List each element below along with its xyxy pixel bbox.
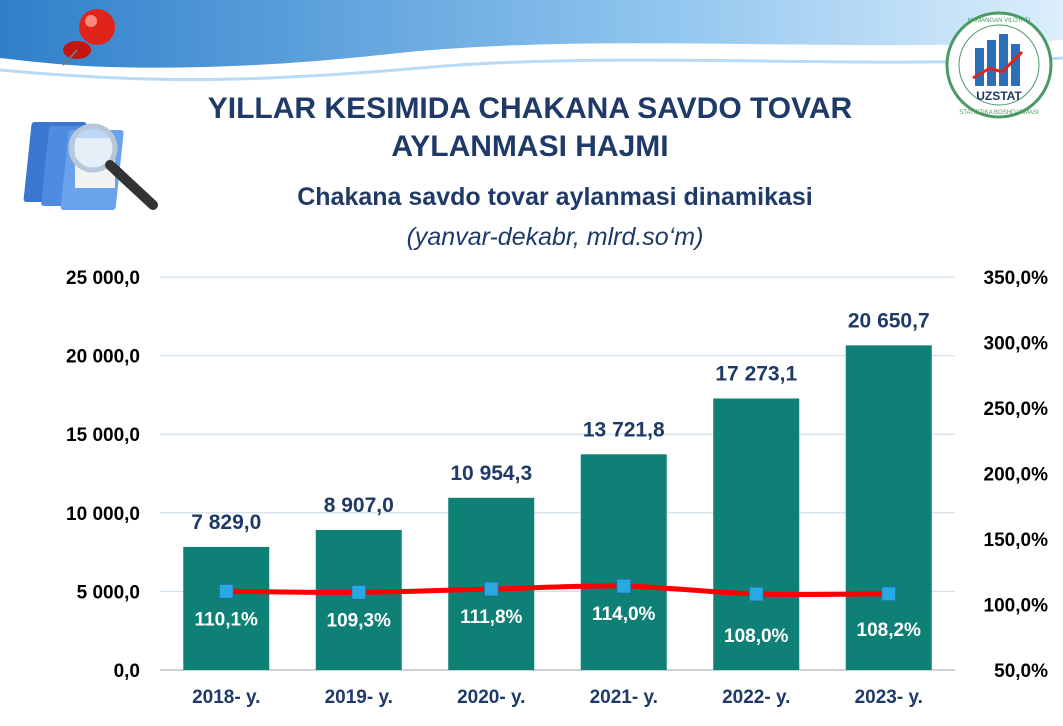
y2-tick-label: 300,0% xyxy=(984,334,1049,355)
header-wave-background xyxy=(0,0,1063,82)
line-point-marker xyxy=(351,584,367,600)
bar xyxy=(845,345,932,670)
y-tick-label: 25 000,0 xyxy=(66,268,140,289)
y-tick-label: 20 000,0 xyxy=(66,347,140,368)
x-tick-label: 2020- y. xyxy=(457,687,525,708)
y2-tick-label: 50,0% xyxy=(994,661,1048,682)
page-title: YILLAR KESIMIDA CHAKANA SAVDO TOVAR AYLA… xyxy=(150,90,910,166)
line-point-marker xyxy=(881,586,897,602)
logo-brand-text: UZSTAT xyxy=(976,89,1022,103)
bar-value-label: 8 907,0 xyxy=(324,494,394,517)
x-tick-label: 2023- y. xyxy=(855,687,923,708)
line-point-marker xyxy=(616,578,632,594)
bar xyxy=(315,529,402,670)
bar-value-label: 7 829,0 xyxy=(191,511,261,534)
line-value-label: 110,1% xyxy=(195,609,258,630)
x-tick-label: 2018- y. xyxy=(192,687,260,708)
line-point-marker xyxy=(748,586,764,602)
line-value-label: 108,2% xyxy=(857,620,922,641)
x-tick-label: 2021- y. xyxy=(590,687,658,708)
folders-magnifier-icon xyxy=(23,122,158,210)
pushpin-icon xyxy=(62,9,115,66)
bar xyxy=(713,398,800,670)
y-tick-label: 15 000,0 xyxy=(66,425,140,446)
bar-value-label: 20 650,7 xyxy=(848,309,930,332)
x-tick-label: 2022- y. xyxy=(722,687,790,708)
y-tick-label: 5 000,0 xyxy=(77,582,140,603)
logo-bottom-text: STATISTIKA BOSHQARMASI xyxy=(959,110,1039,116)
x-tick-label: 2019- y. xyxy=(325,687,393,708)
bar-value-label: 17 273,1 xyxy=(715,362,797,385)
title-line-2: AYLANMASI HAJMI xyxy=(391,130,669,163)
bar-value-label: 13 721,8 xyxy=(583,418,665,441)
y-tick-label: 0,0 xyxy=(114,661,140,682)
line-value-label: 109,3% xyxy=(327,610,392,631)
chart-units: (yanvar-dekabr, mlrd.so‘m) xyxy=(406,223,704,251)
line-point-marker xyxy=(483,581,499,597)
y2-tick-label: 250,0% xyxy=(984,399,1049,420)
y2-tick-label: 100,0% xyxy=(984,596,1049,617)
line-value-label: 111,8% xyxy=(460,607,522,628)
line-value-label: 108,0% xyxy=(724,626,789,647)
y-tick-label: 10 000,0 xyxy=(66,504,140,525)
bar-value-label: 10 954,3 xyxy=(450,462,532,485)
bar xyxy=(580,454,667,670)
y2-tick-label: 150,0% xyxy=(984,530,1049,551)
logo-top-text: NAMANGAN VILOYATI xyxy=(968,18,1031,24)
chart-subtitle: Chakana savdo tovar aylanmasi dinamikasi xyxy=(297,183,813,211)
line-value-label: 114,0% xyxy=(592,604,655,625)
y2-tick-label: 350,0% xyxy=(984,268,1049,289)
growth-line xyxy=(226,583,889,598)
uzstat-logo: UZSTAT NAMANGAN VILOYATI STATISTIKA BOSH… xyxy=(945,11,1053,119)
y2-tick-label: 200,0% xyxy=(984,465,1049,486)
line-point-marker xyxy=(218,583,234,599)
title-line-1: YILLAR KESIMIDA CHAKANA SAVDO TOVAR xyxy=(207,92,853,125)
bar xyxy=(183,546,270,670)
